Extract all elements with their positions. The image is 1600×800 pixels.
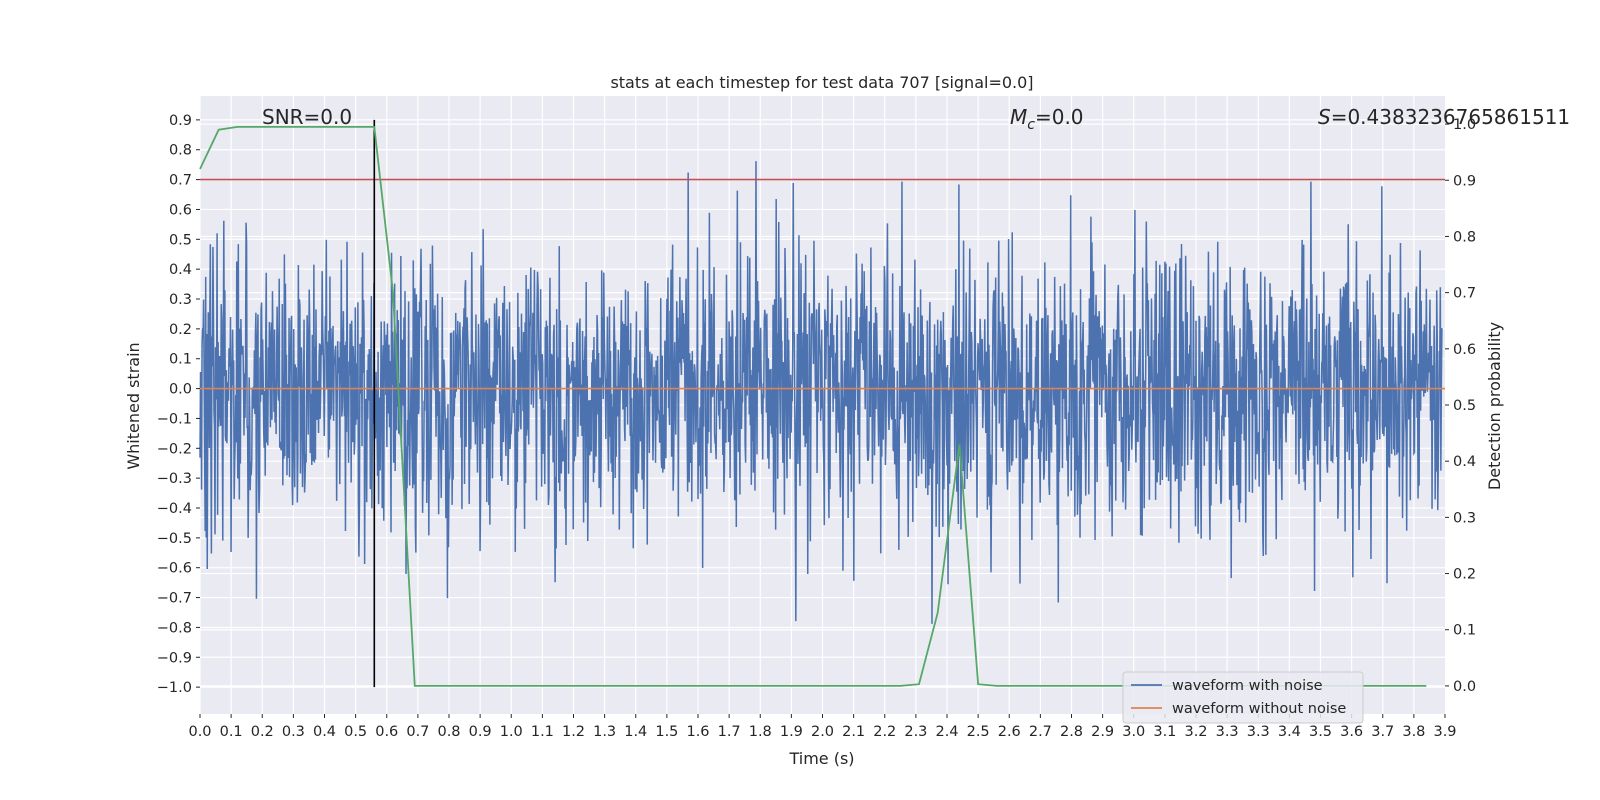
x-tick-label-36: 3.5 [1309,724,1332,740]
y-left-tick-label-1: 0.8 [169,143,192,159]
y-left-tick-label-5: 0.4 [169,262,192,278]
y-left-tick-label-16: −0.7 [157,591,192,607]
y-left-axis-label: Whitened strain [124,342,143,469]
x-tick-label-18: 1.8 [749,724,772,740]
x-tick-label-34: 3.3 [1247,724,1270,740]
mc-subscript: c [1027,117,1035,133]
x-tick-label-22: 2.2 [873,724,896,740]
y-right-tick-label-2: 0.8 [1453,229,1476,245]
x-tick-label-23: 2.3 [904,724,927,740]
legend: waveform with noise waveform without noi… [1122,671,1364,724]
y-left-tick-label-10: −0.1 [157,411,192,427]
y-left-tick-label-4: 0.5 [169,232,192,248]
x-tick-label-1: 0.1 [220,724,243,740]
x-tick-label-24: 2.4 [935,724,958,740]
legend-label-noise: waveform with noise [1172,678,1323,694]
x-axis-label: Time (s) [788,749,854,768]
y-right-tick-label-1: 0.9 [1453,173,1476,189]
y-right-tick-label-10: 0.0 [1453,679,1476,695]
y-left-tick-label-18: −0.9 [157,650,192,666]
y-right-tick-label-9: 0.1 [1453,623,1476,639]
x-tick-label-8: 0.8 [437,724,460,740]
x-tick-label-25: 2.5 [967,724,990,740]
y-left-tick-label-2: 0.7 [169,173,192,189]
detection-probability-series [199,126,1427,687]
y-right-tick-label-8: 0.2 [1453,567,1476,583]
y-right-axis-ticks: 1.0 0.9 0.8 0.7 0.6 0.5 0.4 0.3 0.2 0.1 0.0 [1445,117,1476,695]
y-left-tick-label-6: 0.3 [169,292,192,308]
x-tick-label-16: 1.6 [686,724,709,740]
waveform-with-noise-series [199,161,1443,624]
s-value: =0.4383236765861511 [1331,105,1570,129]
y-left-tick-label-0: 0.9 [169,113,192,129]
y-right-tick-label-3: 0.7 [1453,286,1476,302]
y-left-tick-label-14: −0.5 [157,531,192,547]
y-right-tick-label-0: 1.0 [1453,117,1476,133]
x-tick-label-38: 3.7 [1371,724,1394,740]
y-right-tick-label-4: 0.6 [1453,342,1476,358]
x-tick-label-15: 1.5 [655,724,678,740]
x-tick-label-39: 3.8 [1402,724,1425,740]
legend-box [1122,671,1364,724]
x-tick-label-17: 1.7 [718,724,741,740]
y-left-tick-label-17: −0.8 [157,620,192,636]
x-tick-label-5: 0.5 [344,724,367,740]
y-left-tick-label-11: −0.2 [157,441,192,457]
s-annotation: S=0.4383236765861511 [1318,105,1570,129]
y-left-tick-label-15: −0.6 [157,561,192,577]
s-symbol: S [1318,105,1331,129]
x-tick-label-9: 0.9 [469,724,492,740]
y-left-tick-label-7: 0.2 [169,322,192,338]
snr-annotation: SNR=0.0 [262,105,352,129]
x-tick-label-7: 0.7 [406,724,429,740]
x-tick-label-27: 2.7 [1029,724,1052,740]
y-left-tick-label-3: 0.6 [169,202,192,218]
x-tick-label-10: 1.0 [500,724,523,740]
x-tick-label-32: 3.2 [1184,724,1207,740]
x-tick-label-30: 3.0 [1122,724,1145,740]
x-tick-label-40: 3.9 [1433,724,1456,740]
x-tick-label-12: 1.2 [562,724,585,740]
mc-value: =0.0 [1035,105,1084,129]
x-tick-label-21: 2.1 [842,724,865,740]
mc-symbol: M [1010,105,1027,129]
y-left-tick-label-19: −1.0 [157,680,192,696]
x-tick-label-3: 0.3 [282,724,305,740]
x-tick-label-14: 1.4 [624,724,647,740]
y-left-tick-label-8: 0.1 [169,352,192,368]
x-tick-label-37: 3.6 [1340,724,1363,740]
x-tick-label-28: 2.8 [1060,724,1083,740]
x-tick-label-35: 3.4 [1278,724,1301,740]
x-tick-label-19: 1.9 [780,724,803,740]
x-tick-label-13: 1.3 [593,724,616,740]
y-left-tick-label-13: −0.4 [157,501,192,517]
chart-title: stats at each timestep for test data 707… [610,73,1033,92]
y-right-tick-label-7: 0.3 [1453,510,1476,526]
y-left-tick-label-12: −0.3 [157,471,192,487]
x-tick-label-2: 0.2 [251,724,274,740]
y-right-axis-label: Detection probability [1485,322,1504,490]
x-tick-label-6: 0.6 [375,724,398,740]
y-right-tick-label-6: 0.4 [1453,454,1476,470]
x-tick-label-33: 3.3 [1216,724,1239,740]
x-tick-label-31: 3.1 [1153,724,1176,740]
y-left-axis-ticks: 0.9 0.8 0.7 0.6 0.5 0.4 0.3 0.2 0.1 0.0 −0.1 −0.2 −0… [157,113,200,696]
x-tick-label-4: 0.4 [313,724,336,740]
y-right-tick-label-5: 0.5 [1453,398,1476,414]
x-tick-label-20: 2.0 [811,724,834,740]
legend-label-clean: waveform without noise [1172,701,1346,717]
x-tick-label-29: 2.9 [1091,724,1114,740]
mc-annotation: Mc=0.0 [1010,105,1084,133]
y-left-tick-label-9: 0.0 [169,382,192,398]
x-tick-label-0: 0.0 [188,724,211,740]
noise-trace [199,161,1443,624]
x-tick-label-11: 1.1 [531,724,554,740]
x-tick-label-26: 2.6 [998,724,1021,740]
